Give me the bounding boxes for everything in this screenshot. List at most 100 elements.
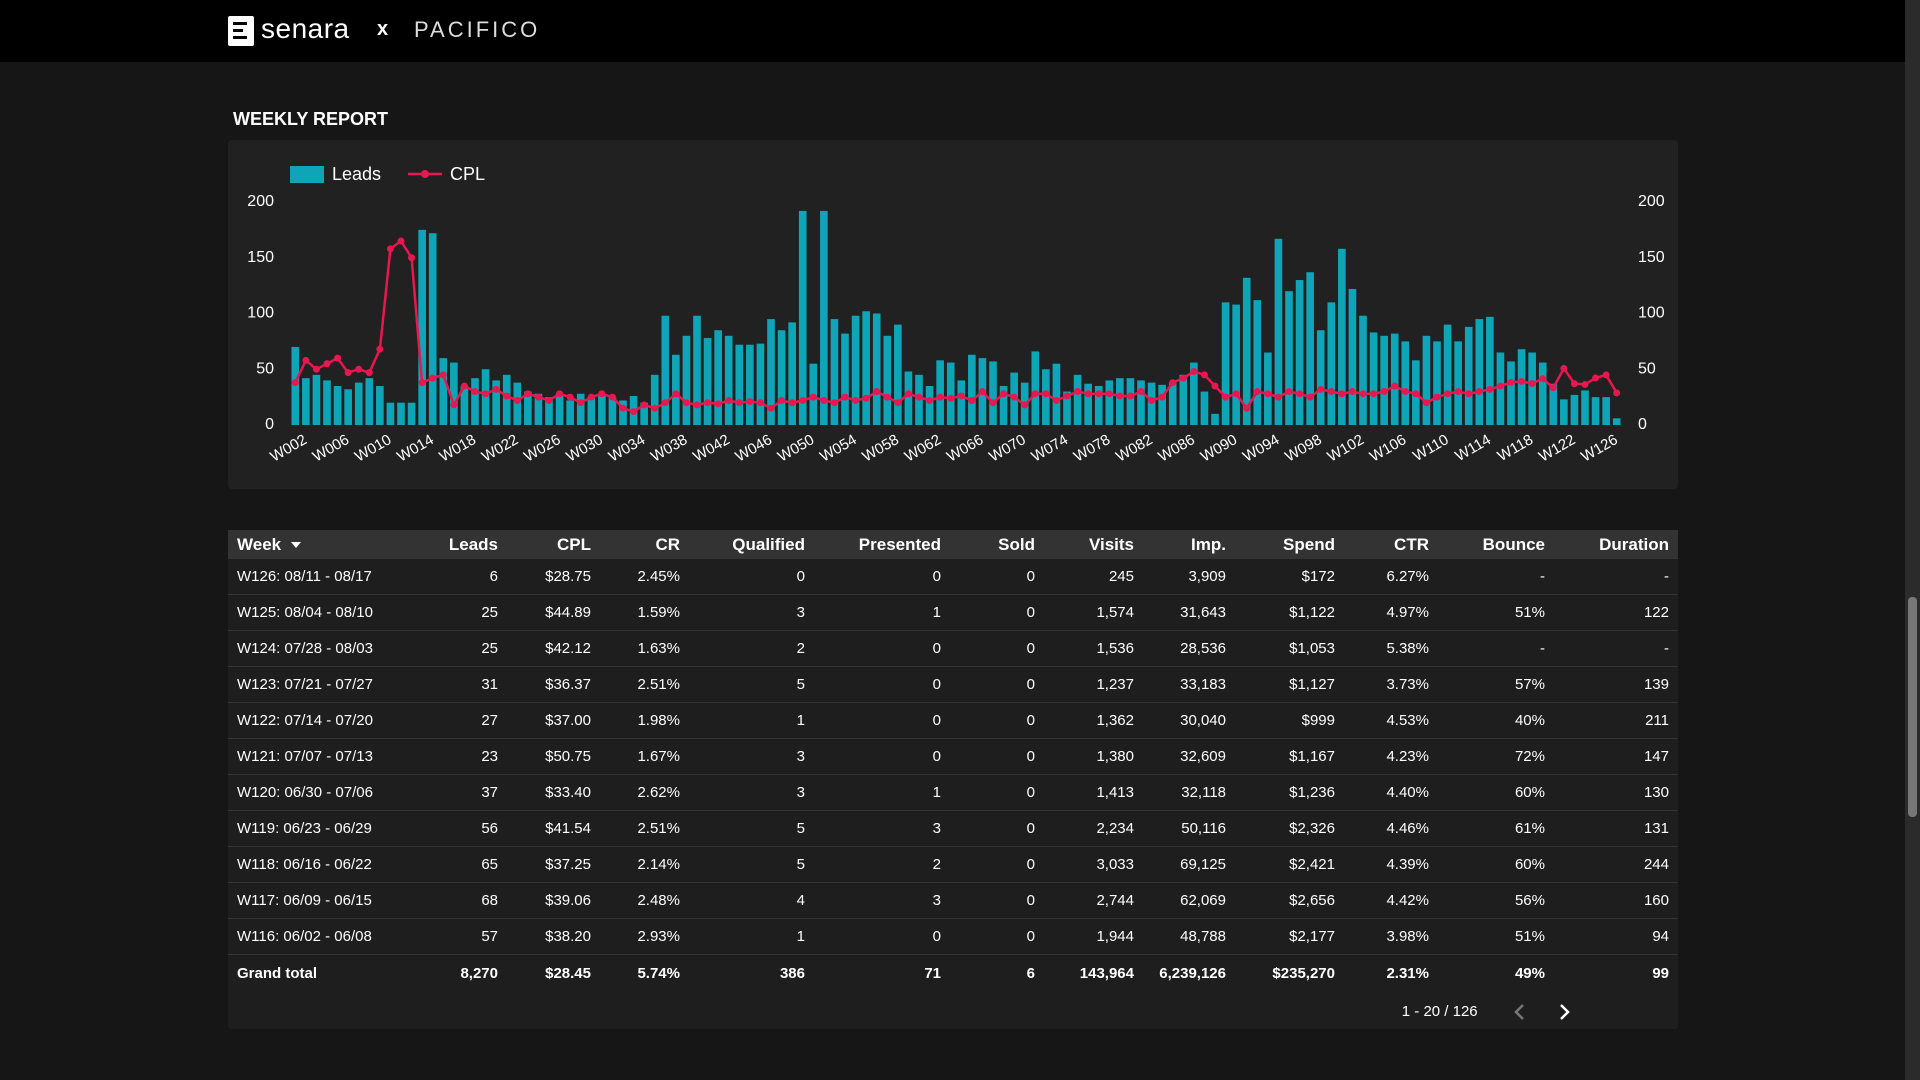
cpl-point: [1560, 364, 1568, 372]
lead-bar: [650, 374, 659, 425]
lead-bar: [1517, 349, 1526, 425]
table-cell: 244: [1554, 846, 1678, 883]
column-header[interactable]: CPL: [507, 530, 600, 559]
lead-bar: [1528, 352, 1536, 425]
table-cell: 32,118: [1143, 774, 1235, 811]
table-cell: 25: [423, 630, 507, 667]
column-header[interactable]: Bounce: [1438, 530, 1554, 559]
column-header[interactable]: Sold: [950, 530, 1044, 559]
chart: 0 50 100 150 200 0 50 100 150 200 W002 W006 W010 W014…: [247, 164, 1665, 466]
table-cell: -: [1554, 559, 1678, 595]
cpl-point: [1285, 388, 1293, 396]
total-row: Grand total 8,270 $28.45 5.74% 386 71 6 143,964…: [228, 955, 1678, 993]
next-page[interactable]: [1554, 1002, 1574, 1022]
total-cell: 6: [1026, 965, 1035, 982]
lead-bar: [418, 229, 426, 425]
table-cell: W126: 08/11 - 08/17: [228, 559, 423, 595]
table-cell: W122: 07/14 - 07/20: [228, 702, 423, 739]
lead-bar: [883, 335, 892, 425]
cpl-point: [1380, 388, 1388, 396]
brand[interactable]: senara: [261, 13, 350, 44]
scrollbar[interactable]: [1905, 0, 1920, 1080]
x-tick-label: W038: [648, 431, 690, 465]
lead-bar: [767, 319, 775, 425]
column-header[interactable]: Leads: [423, 530, 507, 559]
legend-item: CPL: [408, 164, 485, 184]
cpl-point: [957, 392, 965, 400]
cpl-point: [1169, 379, 1177, 387]
x-tick-label: W090: [1198, 431, 1240, 465]
table-cell: 2: [814, 846, 950, 883]
lead-bar: [1401, 341, 1410, 425]
lead-bar: [841, 333, 849, 425]
cpl-point: [1412, 390, 1420, 398]
table-cell: 2: [689, 630, 814, 667]
table-cell: 1,380: [1044, 738, 1143, 775]
table-cell: 3: [689, 774, 814, 811]
table-cell: $2,656: [1235, 882, 1344, 919]
scroll-thumb[interactable]: [1908, 597, 1917, 817]
table-cell: W119: 06/23 - 06/29: [228, 810, 423, 847]
x-tick-label: W114: [1452, 431, 1493, 465]
lead-bar: [1591, 397, 1600, 425]
table-cell: $2,326: [1235, 810, 1344, 847]
table-cell: W120: 06/30 - 07/06: [228, 774, 423, 811]
cpl-point: [1116, 392, 1124, 400]
table-cell: W116: 06/02 - 06/08: [228, 918, 423, 955]
lead-bar: [619, 400, 627, 425]
table-cell: $39.06: [507, 882, 600, 919]
table-row: W125: 08/04 - 08/10 25 $44.89 1.59% 3 1 0 1,574…: [228, 594, 1678, 631]
column-header[interactable]: Visits: [1044, 530, 1143, 559]
column-header-text: Week: [237, 534, 282, 554]
column-header[interactable]: Week: [228, 530, 423, 559]
chart-panel: 0 50 100 150 200 0 50 100 150 200 W002 W006 W010 W014…: [228, 140, 1678, 489]
table-cell: $37.25: [507, 846, 600, 883]
lead-bar: [640, 402, 648, 425]
table-cell: 0: [950, 666, 1044, 703]
total-cell: 386: [779, 965, 805, 982]
cpl-point: [450, 401, 458, 409]
x-tick-label: W098: [1282, 431, 1324, 465]
table-row: W123: 07/21 - 07/27 31 $36.37 2.51% 5 0 0 1,237…: [228, 666, 1678, 703]
column-header[interactable]: Spend: [1235, 530, 1344, 559]
table-cell: 0: [689, 559, 814, 595]
table-cell: 68: [423, 882, 507, 919]
total-cell: 2.31%: [1386, 965, 1429, 982]
cpl-point: [524, 390, 532, 398]
cpl-point: [312, 365, 320, 373]
lead-bar: [756, 343, 765, 425]
column-header[interactable]: Imp.: [1143, 530, 1235, 559]
lead-bar: [376, 385, 384, 425]
x-tick-label: W126: [1578, 431, 1620, 465]
table-row: W116: 06/02 - 06/08 57 $38.20 2.93% 1 0 0 1,944…: [228, 918, 1678, 955]
cpl-point: [1000, 390, 1008, 398]
table-cell: 31: [423, 666, 507, 703]
column-header[interactable]: Presented: [814, 530, 950, 559]
cpl-point: [1518, 377, 1526, 385]
lead-bar: [1158, 384, 1166, 425]
column-header[interactable]: CTR: [1344, 530, 1438, 559]
cpl-point: [439, 371, 447, 379]
prev-page[interactable]: [1510, 1002, 1530, 1022]
lead-bar: [1338, 248, 1346, 425]
table-row: W124: 07/28 - 08/03 25 $42.12 1.63% 2 0 0 1,536…: [228, 630, 1678, 667]
lead-bar: [566, 400, 574, 425]
column-header[interactable]: Qualified: [689, 530, 814, 559]
cpl-point: [756, 399, 764, 407]
x-tick-label: W122: [1536, 431, 1578, 465]
column-header[interactable]: Duration: [1554, 530, 1678, 559]
lead-bar: [999, 385, 1008, 425]
lead-bar: [661, 315, 670, 425]
cpl-point: [1348, 388, 1356, 396]
column-header[interactable]: CR: [600, 530, 689, 559]
lead-bar: [1380, 335, 1388, 425]
cpl-point: [1465, 390, 1473, 398]
lead-bar: [851, 315, 860, 425]
cpl-point: [735, 399, 743, 407]
table-cell: 94: [1554, 918, 1678, 955]
lead-bar: [1369, 332, 1378, 425]
table-cell: 1,413: [1044, 774, 1143, 811]
cpl-point: [1190, 367, 1198, 375]
table-cell: 5: [689, 666, 814, 703]
table-cell: $41.54: [507, 810, 600, 847]
